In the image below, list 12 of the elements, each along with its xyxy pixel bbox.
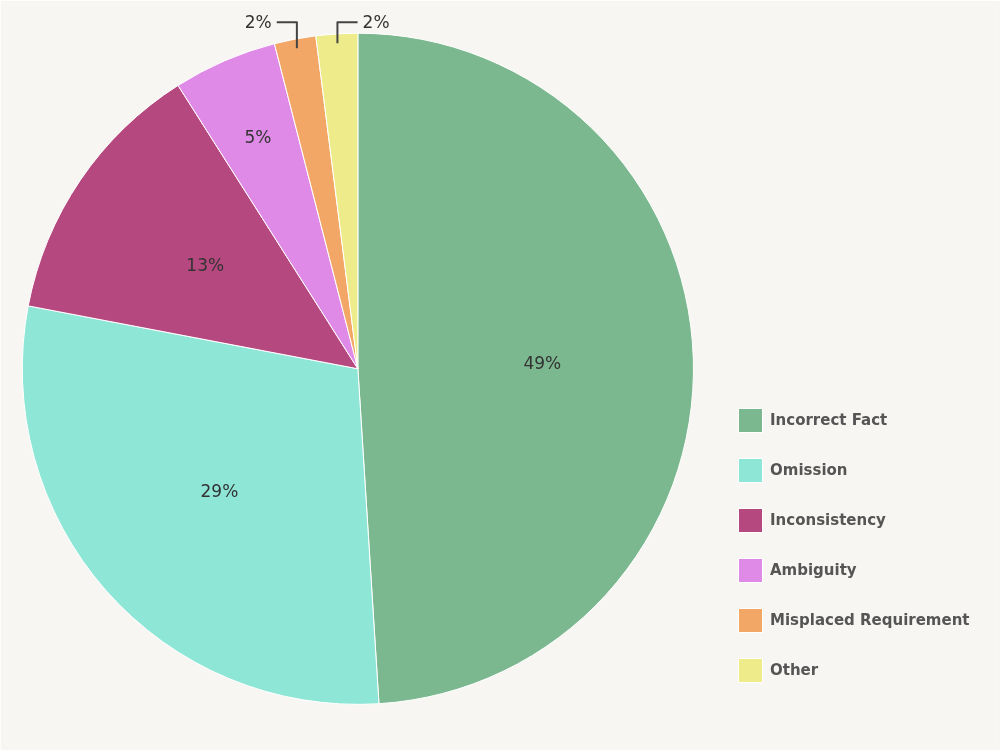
legend-label: Inconsistency — [770, 511, 887, 529]
data-label: 13% — [186, 254, 225, 275]
data-label: 5% — [244, 127, 272, 148]
data-label: 29% — [200, 481, 239, 502]
data-label: 2% — [244, 12, 272, 33]
legend-label: Incorrect Fact — [770, 411, 889, 429]
legend-label: Other — [770, 661, 820, 679]
legend-label: Omission — [770, 461, 849, 479]
data-label: 2% — [362, 12, 390, 33]
data-label: 49% — [523, 352, 562, 373]
legend-label: Ambiguity — [770, 561, 858, 579]
legend-label: Misplaced Requirement — [770, 611, 970, 629]
